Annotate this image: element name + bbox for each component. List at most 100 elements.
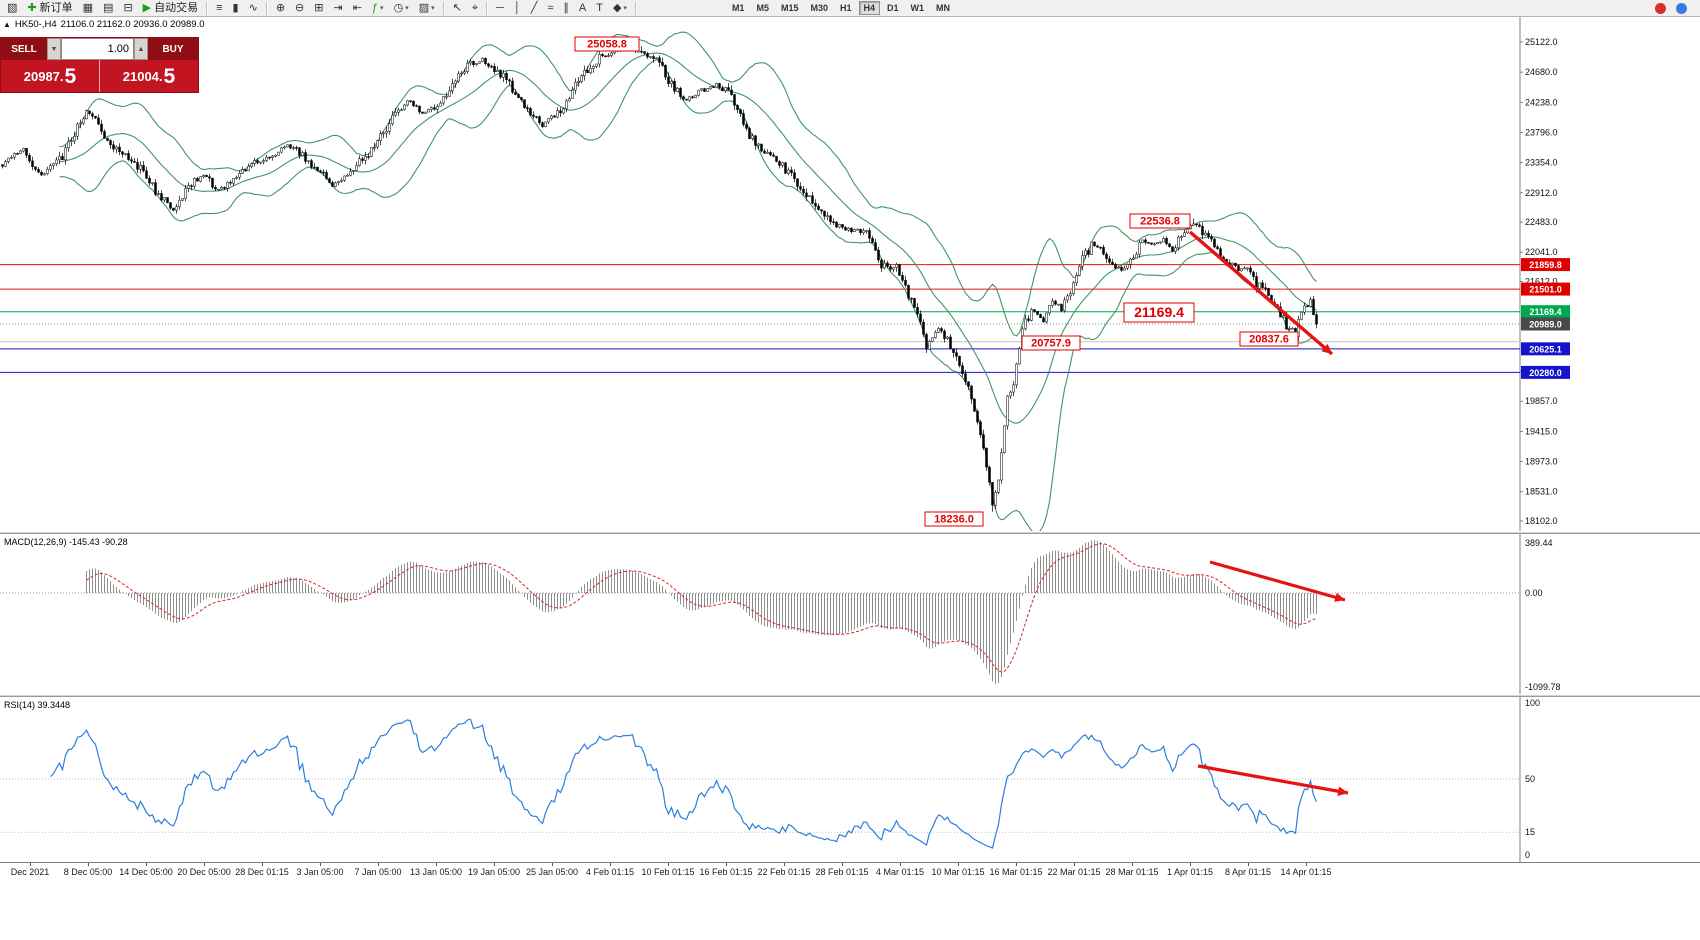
svg-text:20280.0: 20280.0 — [1529, 368, 1562, 378]
panel-separator[interactable] — [0, 531, 1700, 534]
macd-indicator-panel[interactable]: 389.44 0.00 -1099.78 — [0, 534, 1700, 694]
timeframe-h1[interactable]: H1 — [840, 3, 852, 13]
text-tool-icon[interactable]: A — [575, 0, 590, 17]
hline-tool-icon[interactable]: ─ — [492, 0, 508, 17]
time-tick — [436, 863, 437, 866]
volume-input[interactable] — [61, 38, 134, 60]
sell-price[interactable]: 20987. 5 — [1, 60, 100, 92]
bars-chart-icon-glyph: ≡ — [216, 1, 223, 14]
timeframe-mn[interactable]: MN — [936, 3, 951, 13]
bars-chart-icon[interactable]: ≡ — [212, 0, 226, 17]
svg-text:24238.0: 24238.0 — [1525, 97, 1558, 107]
price-axis[interactable]: 25122.0 24680.0 24238.0 23796.0 23354.0 22912… — [1520, 37, 1570, 526]
svg-text:22483.0: 22483.0 — [1525, 217, 1558, 227]
terminal-icon[interactable]: ⊟ — [119, 0, 136, 17]
zoom-in-icon[interactable]: ⊕ — [272, 0, 289, 17]
time-label: 3 Jan 05:00 — [296, 867, 344, 877]
sell-button[interactable]: SELL — [1, 38, 47, 60]
line-chart-icon[interactable]: ∿ — [245, 0, 262, 17]
time-label: 1 Apr 01:15 — [1166, 867, 1214, 877]
time-label: 8 Apr 01:15 — [1224, 867, 1272, 877]
dropdown-caret-icon: ▾ — [623, 4, 627, 12]
trend-arrow-rsi[interactable] — [1197, 764, 1349, 796]
time-label: 4 Mar 01:15 — [875, 867, 925, 877]
crosshair-icon[interactable]: ⌖ — [468, 0, 482, 17]
timeframe-d1[interactable]: D1 — [887, 3, 899, 13]
volume-up-button[interactable]: ▲ — [134, 38, 148, 60]
svg-text:21501.0: 21501.0 — [1529, 285, 1562, 295]
one-click-collapse-icon[interactable]: ▲ — [3, 20, 11, 29]
time-tick — [1074, 863, 1075, 866]
svg-text:21169.4: 21169.4 — [1134, 304, 1184, 320]
time-label: 8 Dec 05:00 — [63, 867, 113, 877]
shapes-tool-icon[interactable]: ◆ ▾ — [609, 0, 631, 17]
wave-tool-icon[interactable]: ≈ — [543, 0, 557, 17]
autotrading-button[interactable]: ▶ 自动交易 — [142, 1, 199, 14]
timeframe-m5[interactable]: M5 — [756, 3, 769, 13]
templates-icon[interactable]: ▨ ▾ — [415, 0, 439, 17]
volume-down-button[interactable]: ▼ — [47, 38, 61, 60]
trend-arrow-main[interactable] — [1188, 230, 1334, 356]
rsi-axis: 100 50 15 0 — [1525, 698, 1540, 860]
new-order-button[interactable]: ✚ 新订单 — [27, 1, 73, 14]
time-tick — [958, 863, 959, 866]
chart-shift-icon[interactable]: ⇤ — [349, 0, 366, 17]
periods-icon[interactable]: ◷ ▾ — [390, 0, 413, 17]
periods-icon-glyph: ◷ — [393, 1, 404, 14]
buy-price[interactable]: 21004. 5 — [122, 64, 176, 88]
svg-text:-1099.78: -1099.78 — [1525, 682, 1561, 692]
main-price-chart[interactable]: 25122.0 24680.0 24238.0 23796.0 23354.0 22912… — [0, 17, 1700, 531]
text-tool-icon-glyph: A — [578, 1, 587, 14]
svg-text:23796.0: 23796.0 — [1525, 127, 1558, 137]
rsi-indicator-panel[interactable]: 100 50 15 0 — [0, 697, 1700, 862]
price-annotations[interactable]: 25058.8 22536.8 21169.4 20757.9 20837.6 18236… — [574, 36, 1299, 527]
zoom-out-icon[interactable]: ⊖ — [291, 0, 308, 17]
channel-tool-icon[interactable]: ∥ — [559, 0, 573, 17]
timeframe-m1[interactable]: M1 — [731, 3, 745, 13]
candles-chart-icon[interactable]: ▮ — [229, 0, 243, 17]
timeframe-m15[interactable]: M15 — [780, 3, 799, 13]
timeframe-m30[interactable]: M30 — [810, 3, 828, 13]
svg-text:22536.8: 22536.8 — [1140, 216, 1180, 228]
timeframe-h4[interactable]: H4 — [858, 1, 881, 15]
market-watch-icon[interactable]: ▦ — [79, 0, 97, 17]
buy-button[interactable]: BUY — [148, 38, 198, 60]
time-tick — [262, 863, 263, 866]
svg-text:18102.0: 18102.0 — [1525, 516, 1558, 526]
timeframe-w1[interactable]: W1 — [910, 3, 925, 13]
time-tick — [146, 863, 147, 866]
time-tick — [204, 863, 205, 866]
svg-text:0.00: 0.00 — [1525, 588, 1543, 598]
cursor-icon[interactable]: ↖ — [449, 0, 466, 17]
label-tool-icon[interactable]: T — [592, 0, 607, 17]
toolbar-divider — [442, 1, 445, 15]
trendline-tool-icon[interactable]: ╱ — [527, 0, 542, 17]
time-tick — [1306, 863, 1307, 866]
candles-chart-icon-glyph: ▮ — [232, 1, 239, 14]
indicators-icon[interactable]: ƒ ▾ — [368, 0, 388, 17]
svg-text:15: 15 — [1525, 827, 1535, 837]
tile-windows-icon[interactable]: ⊞ — [310, 0, 327, 17]
new-chart-button[interactable]: ▧ — [3, 0, 21, 17]
panel-separator[interactable] — [0, 694, 1700, 697]
time-tick — [1190, 863, 1191, 866]
time-tick — [784, 863, 785, 866]
toolbar-divider — [634, 1, 637, 15]
svg-text:50: 50 — [1525, 774, 1535, 784]
alert-status-icon[interactable] — [1655, 2, 1666, 14]
navigator-icon[interactable]: ▤ — [99, 0, 117, 17]
toolbar: ▧ ✚ 新订单 ▦ ▤ ⊟ ▶ 自动交易 ≡ ▮ ∿ ⊕ ⊖ ⊞ ⇥ ⇤ ƒ ▾ ◷ ▾ ▨ ▾ ↖ ⌖ ─ │ ╱ ≈ ∥ A T ◆ ▾ M1… — [0, 0, 1700, 17]
vline-tool-icon[interactable]: │ — [510, 0, 525, 17]
time-axis[interactable]: Dec 2021 8 Dec 05:00 14 Dec 05:00 20 Dec 05… — [0, 862, 1700, 881]
trend-arrow-macd[interactable] — [1209, 560, 1346, 602]
svg-text:20837.6: 20837.6 — [1249, 334, 1289, 346]
time-label: 7 Jan 05:00 — [354, 867, 402, 877]
time-tick — [842, 863, 843, 866]
community-status-icon[interactable] — [1676, 2, 1687, 14]
trendline-tool-icon-glyph: ╱ — [530, 1, 538, 14]
auto-scroll-icon[interactable]: ⇥ — [329, 0, 346, 17]
vline-tool-icon-glyph: │ — [513, 1, 521, 14]
svg-text:0: 0 — [1525, 850, 1530, 860]
svg-text:19415.0: 19415.0 — [1525, 426, 1558, 436]
